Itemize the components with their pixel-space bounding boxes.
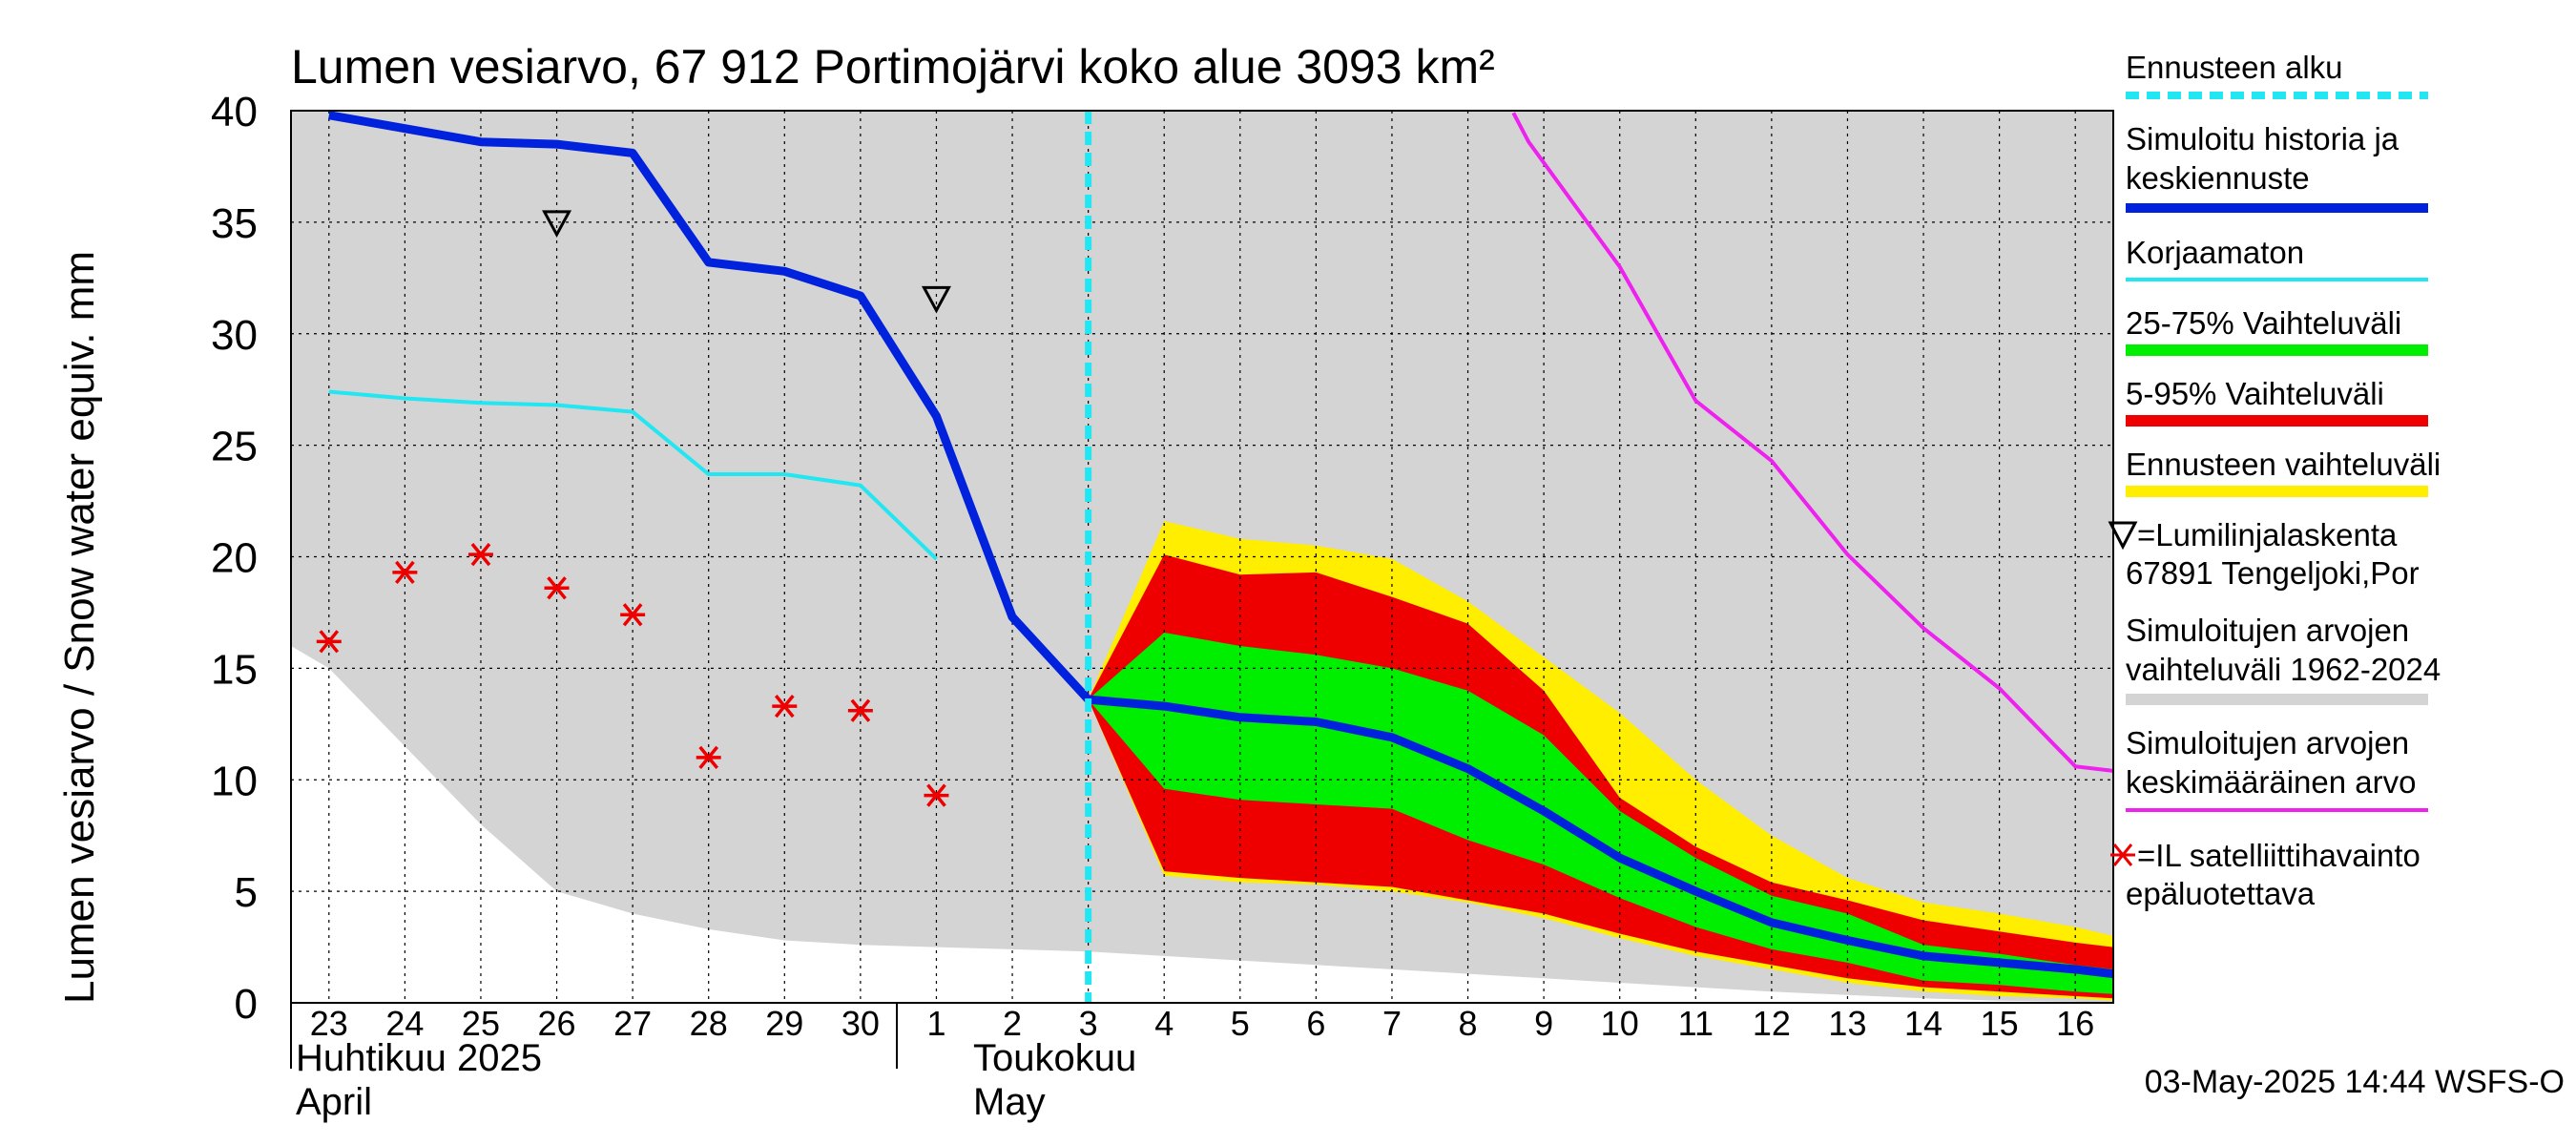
mean-line bbox=[1511, 112, 2113, 773]
month-label-may-fi: Toukokuu bbox=[973, 1037, 1136, 1079]
y-tick-label: 0 bbox=[235, 981, 258, 1028]
y-tick-labels: 0 5 10 15 20 25 30 35 40 bbox=[211, 89, 258, 1028]
x-tick-label: 4 bbox=[1154, 1004, 1174, 1043]
uncorrected-line bbox=[328, 389, 938, 561]
satellite-marker bbox=[316, 630, 342, 654]
satellite-marker bbox=[696, 745, 721, 769]
satellite-marker bbox=[924, 783, 949, 807]
month-label-april-fi: Huhtikuu 2025 bbox=[296, 1037, 542, 1079]
satellite-marker bbox=[772, 695, 798, 718]
y-tick-label: 35 bbox=[211, 200, 258, 247]
month-label-april-en: April bbox=[296, 1081, 372, 1123]
legend-p5-95-label: 5-95% Vaihteluväli bbox=[2126, 376, 2384, 411]
legend-satellite-icon bbox=[2110, 843, 2135, 866]
legend-mean-label-2: keskimääräinen arvo bbox=[2126, 764, 2416, 800]
satellite-marker bbox=[392, 560, 418, 584]
x-tick-label: 10 bbox=[1601, 1004, 1639, 1043]
y-tick-label: 15 bbox=[211, 646, 258, 693]
markers-layer bbox=[316, 210, 951, 807]
x-tick-label: 24 bbox=[385, 1004, 424, 1043]
legend-snow-course-icon bbox=[2108, 521, 2138, 551]
chart-title: Lumen vesiarvo, 67 912 Portimojärvi koko… bbox=[291, 40, 1495, 94]
x-tick-label: 6 bbox=[1306, 1004, 1325, 1043]
x-tick-label: 8 bbox=[1459, 1004, 1478, 1043]
y-tick-label: 5 bbox=[235, 869, 258, 916]
legend-satellite-label-1: =IL satelliittihavainto bbox=[2137, 838, 2420, 873]
x-tick-label: 25 bbox=[462, 1004, 500, 1043]
satellite-marker-stroke bbox=[622, 603, 643, 627]
legend: Ennusteen alku Simuloitu historia ja kes… bbox=[2108, 50, 2441, 911]
y-tick-label: 20 bbox=[211, 535, 258, 582]
x-tick-label: 26 bbox=[538, 1004, 576, 1043]
x-tick-label: 3 bbox=[1079, 1004, 1098, 1043]
legend-mean-label-1: Simuloitujen arvojen bbox=[2126, 725, 2409, 760]
p25-75-band bbox=[1088, 633, 2113, 994]
legend-p25-75-label: 25-75% Vaihteluväli bbox=[2126, 305, 2401, 341]
footer-timestamp: 03-May-2025 14:44 WSFS-O bbox=[2145, 1064, 2565, 1100]
legend-history-band-label-2: vaihteluväli 1962-2024 bbox=[2126, 652, 2441, 687]
legend-forecast-start-label: Ennusteen alku bbox=[2126, 50, 2343, 85]
satellite-marker-stroke bbox=[547, 576, 567, 600]
snow-course-marker bbox=[921, 285, 951, 314]
satellite-marker-stroke bbox=[850, 698, 871, 722]
legend-snow-course-label-1: =Lumilinjalaskenta bbox=[2137, 517, 2398, 552]
x-tick-label: 23 bbox=[310, 1004, 348, 1043]
legend-median-label-2: keskiennuste bbox=[2126, 160, 2310, 196]
plot-frame bbox=[290, 110, 2114, 1004]
x-tick-label: 2 bbox=[1003, 1004, 1022, 1043]
x-tick-label: 5 bbox=[1231, 1004, 1250, 1043]
y-tick-label: 40 bbox=[211, 89, 258, 135]
x-tick-label: 30 bbox=[841, 1004, 880, 1043]
legend-median-label-1: Simuloitu historia ja bbox=[2126, 121, 2399, 156]
x-tick-label: 11 bbox=[1678, 1004, 1714, 1043]
legend-history-band-label-1: Simuloitujen arvojen bbox=[2126, 613, 2409, 648]
satellite-marker-stroke bbox=[470, 543, 491, 567]
legend-uncorrected-label: Korjaamaton bbox=[2126, 235, 2304, 270]
x-tick-label: 28 bbox=[690, 1004, 728, 1043]
x-tick-label: 12 bbox=[1753, 1004, 1791, 1043]
month-label-may-en: May bbox=[973, 1081, 1046, 1123]
satellite-marker bbox=[620, 603, 646, 627]
lines-layer bbox=[328, 111, 2113, 1003]
x-tick-label: 9 bbox=[1534, 1004, 1553, 1043]
snow-course-marker bbox=[542, 210, 572, 239]
satellite-marker-stroke bbox=[319, 630, 340, 654]
y-axis-label: Lumen vesiarvo / Snow water equiv. mm bbox=[56, 251, 103, 1004]
satellite-marker bbox=[467, 543, 493, 567]
median-line bbox=[328, 111, 2113, 979]
satellite-marker-stroke bbox=[774, 695, 795, 718]
satellite-marker bbox=[847, 698, 873, 722]
y-tick-label: 10 bbox=[211, 758, 258, 804]
x-tick-label: 1 bbox=[926, 1004, 945, 1043]
x-tick-label: 27 bbox=[613, 1004, 652, 1043]
legend-snow-course-label-2: 67891 Tengeljoki,Por bbox=[2126, 555, 2420, 591]
x-tick-labels: 23 24 25 26 27 28 29 30 1 2 3 4 5 6 7 8 9 10 11 12 13 14 15 16 bbox=[310, 1004, 2094, 1043]
x-tick-label: 13 bbox=[1828, 1004, 1866, 1043]
x-tick-label: 14 bbox=[1904, 1004, 1942, 1043]
x-tick-label: 7 bbox=[1382, 1004, 1402, 1043]
satellite-marker-stroke bbox=[926, 783, 946, 807]
grid-layer bbox=[291, 111, 2113, 1003]
x-tick-label: 15 bbox=[1981, 1004, 2019, 1043]
satellite-marker-stroke bbox=[698, 745, 719, 769]
x-tick-label: 29 bbox=[765, 1004, 803, 1043]
legend-satellite-label-2: epäluotettava bbox=[2126, 876, 2316, 911]
y-tick-label: 30 bbox=[211, 312, 258, 359]
y-tick-label: 25 bbox=[211, 424, 258, 470]
satellite-marker-stroke bbox=[395, 560, 415, 584]
x-tick-label: 16 bbox=[2056, 1004, 2094, 1043]
satellite-marker bbox=[544, 576, 570, 600]
legend-forecast-range-label: Ennusteen vaihteluväli bbox=[2126, 447, 2441, 482]
